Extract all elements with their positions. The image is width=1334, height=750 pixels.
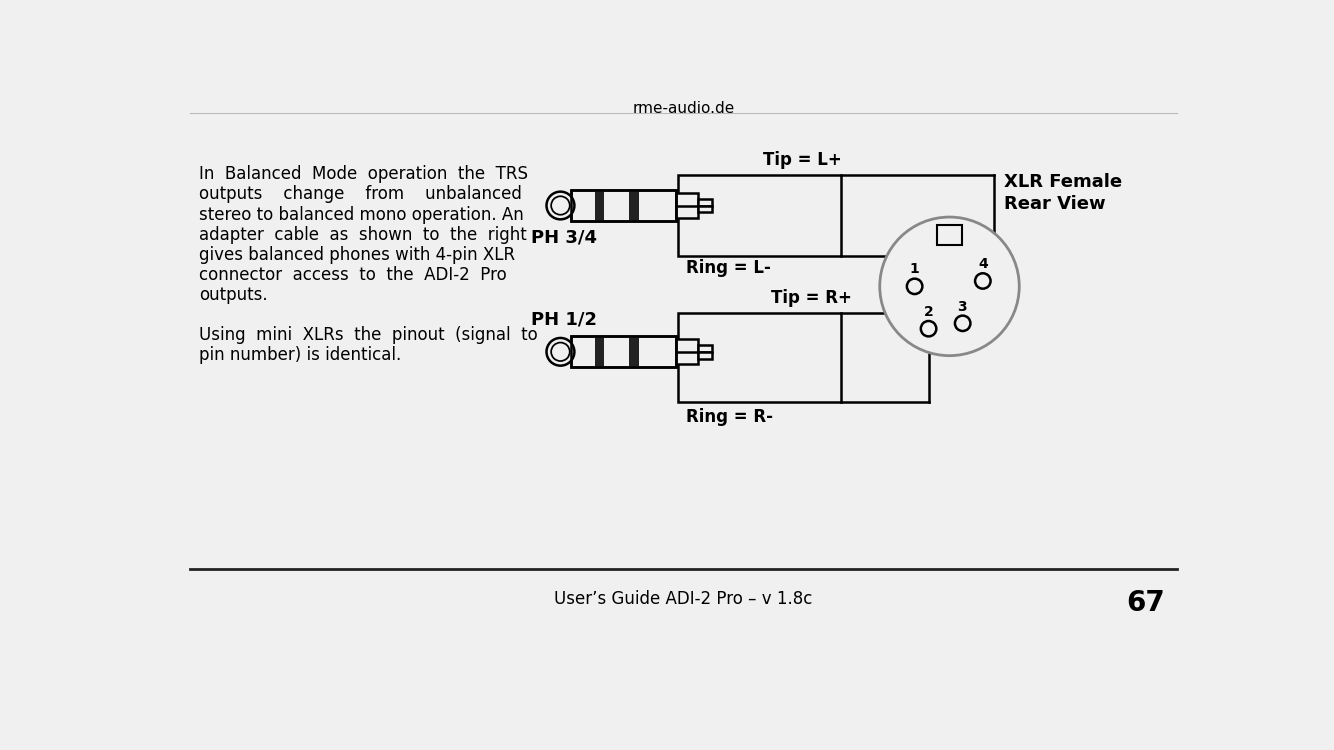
Text: gives balanced phones with 4-pin XLR: gives balanced phones with 4-pin XLR [199, 245, 515, 263]
Text: PH 1/2: PH 1/2 [531, 310, 598, 328]
Text: Ring = L-: Ring = L- [686, 260, 771, 278]
Bar [571, 337, 676, 368]
Text: 1: 1 [908, 262, 919, 276]
Text: adapter  cable  as  shown  to  the  right: adapter cable as shown to the right [199, 226, 527, 244]
Text: User’s Guide ADI-2 Pro – v 1.8c: User’s Guide ADI-2 Pro – v 1.8c [555, 590, 812, 608]
Bar [698, 199, 711, 212]
Bar [676, 340, 698, 364]
Circle shape [955, 316, 970, 331]
Text: Ring = R-: Ring = R- [686, 408, 772, 426]
Text: Tip = L+: Tip = L+ [763, 151, 842, 169]
Circle shape [551, 343, 570, 361]
Circle shape [547, 192, 575, 219]
Bar [630, 337, 639, 368]
Bar [676, 194, 698, 217]
Text: 2: 2 [923, 305, 934, 320]
Bar [698, 345, 711, 358]
Text: 67: 67 [1126, 589, 1165, 617]
Circle shape [547, 338, 575, 366]
Text: connector  access  to  the  ADI-2  Pro: connector access to the ADI-2 Pro [199, 266, 507, 284]
Bar [630, 190, 639, 221]
Circle shape [879, 217, 1019, 356]
Circle shape [551, 196, 570, 214]
Bar [595, 190, 604, 221]
Bar [678, 314, 840, 402]
Bar [571, 337, 676, 368]
Text: pin number) is identical.: pin number) is identical. [199, 346, 402, 364]
Circle shape [975, 273, 991, 289]
Text: XLR Female
Rear View: XLR Female Rear View [1003, 173, 1122, 213]
Bar [678, 175, 840, 256]
Circle shape [907, 279, 922, 294]
Bar [571, 190, 676, 221]
Text: stereo to balanced mono operation. An: stereo to balanced mono operation. An [199, 206, 524, 224]
Text: PH 3/4: PH 3/4 [531, 229, 598, 247]
Text: outputs    change    from    unbalanced: outputs change from unbalanced [199, 185, 522, 203]
Circle shape [920, 321, 936, 337]
Text: outputs.: outputs. [199, 286, 268, 304]
Bar [571, 190, 676, 221]
Text: In  Balanced  Mode  operation  the  TRS: In Balanced Mode operation the TRS [199, 166, 528, 184]
Bar [595, 337, 604, 368]
Text: 4: 4 [978, 257, 987, 271]
Text: Tip = R+: Tip = R+ [771, 290, 852, 308]
Text: 3: 3 [956, 300, 967, 314]
Text: rme-audio.de: rme-audio.de [632, 100, 735, 116]
Bar [936, 225, 962, 245]
Text: Using  mini  XLRs  the  pinout  (signal  to: Using mini XLRs the pinout (signal to [199, 326, 538, 344]
